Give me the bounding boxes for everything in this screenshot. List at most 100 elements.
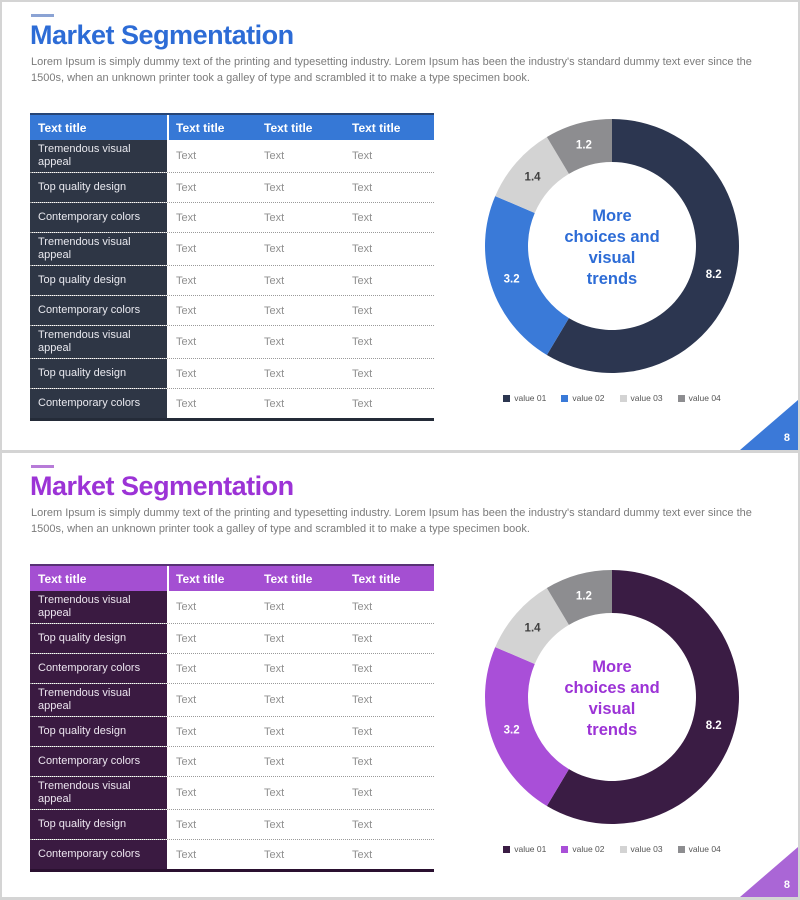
column-header: Text title xyxy=(30,115,169,140)
legend-item: value 02 xyxy=(561,844,605,854)
title-dash xyxy=(31,465,54,468)
column-header: Text title xyxy=(176,571,225,586)
donut-center-text-line: choices and xyxy=(564,679,659,697)
donut-chart-svg: 8.2 3.2 1.4 1.2 More choices and visual trends xyxy=(485,570,739,824)
legend-label: value 02 xyxy=(572,844,605,854)
donut-center-text-line: trends xyxy=(587,721,637,739)
table-row: Contemporary colors Text Text Text xyxy=(30,296,434,326)
column-header: Text title xyxy=(264,571,313,586)
legend-label: value 01 xyxy=(514,393,547,403)
slice-value-label: 3.2 xyxy=(504,274,520,286)
slice-value-label: 1.4 xyxy=(525,172,542,184)
legend-swatch xyxy=(503,845,511,853)
table-body: Tremendous visual appeal Text Text Text Top … xyxy=(30,591,434,872)
table-cell: Text xyxy=(264,694,285,706)
donut-chart: 8.2 3.2 1.4 1.2 More choices and visual trends … xyxy=(476,561,748,854)
table-cell: Text xyxy=(176,787,197,799)
table-cell: Text xyxy=(176,725,197,738)
table-row: Top quality design Text Text Text xyxy=(30,717,434,747)
donut-center-text-line: trends xyxy=(587,270,637,288)
table-cell: Text xyxy=(264,274,285,287)
row-label: Top quality design xyxy=(30,266,169,295)
table-cell: Text xyxy=(352,150,373,162)
table-row: Tremendous visual appeal Text Text Text xyxy=(30,326,434,359)
row-label: Contemporary colors xyxy=(30,654,169,683)
table-row: Top quality design Text Text Text xyxy=(30,359,434,389)
legend-item: value 01 xyxy=(503,844,546,854)
donut-center-text-line: More xyxy=(592,658,631,676)
table-cell: Text xyxy=(264,181,285,194)
data-table: Text title Text title Text title Text title… xyxy=(30,564,434,872)
row-label: Top quality design xyxy=(30,624,169,653)
donut-chart: 8.2 3.2 1.4 1.2 More choices and visual trends … xyxy=(476,110,748,403)
table-row: Tremendous visual appeal Text Text Text xyxy=(30,591,434,624)
table-body: Tremendous visual appeal Text Text Text Top … xyxy=(30,140,434,421)
table-row: Tremendous visual appeal Text Text Text xyxy=(30,233,434,266)
table-header-row: Text title Text title Text title Text title xyxy=(30,113,434,140)
legend-label: value 03 xyxy=(630,393,663,403)
table-row: Contemporary colors Text Text Text xyxy=(30,389,434,421)
donut-center-text-line: More xyxy=(592,207,631,225)
column-header: Text title xyxy=(30,566,169,591)
row-label: Tremendous visual appeal xyxy=(30,777,169,809)
slice-value-label: 1.2 xyxy=(576,139,592,151)
column-header: Text title xyxy=(352,120,401,135)
slide-title: Market Segmentation xyxy=(30,471,294,501)
table-cell: Text xyxy=(352,787,373,799)
table-row: Contemporary colors Text Text Text xyxy=(30,654,434,684)
table-cell: Text xyxy=(176,304,197,317)
row-label: Contemporary colors xyxy=(30,389,169,418)
slide[interactable]: Market Segmentation Lorem Ipsum is simpl… xyxy=(2,453,798,897)
legend-swatch xyxy=(677,845,685,853)
row-label: Top quality design xyxy=(30,173,169,202)
legend-item: value 02 xyxy=(561,393,605,403)
table-cell: Text xyxy=(352,755,373,768)
table-row: Tremendous visual appeal Text Text Text xyxy=(30,140,434,173)
table-cell: Text xyxy=(352,274,373,287)
table-cell: Text xyxy=(176,150,197,162)
slice-value-label: 8.2 xyxy=(706,720,722,732)
table-cell: Text xyxy=(176,601,197,613)
table-cell: Text xyxy=(352,211,373,224)
legend-label: value 02 xyxy=(572,393,605,403)
row-label: Tremendous visual appeal xyxy=(30,684,169,716)
page-corner-triangle: 8 xyxy=(740,847,798,897)
table-cell: Text xyxy=(264,818,285,831)
table-cell: Text xyxy=(264,755,285,768)
donut-slice xyxy=(485,196,569,356)
legend-item: value 04 xyxy=(677,393,721,403)
legend-swatch xyxy=(561,845,569,853)
row-label: Tremendous visual appeal xyxy=(30,140,169,172)
slice-value-label: 3.2 xyxy=(504,725,520,737)
table-cell: Text xyxy=(352,848,373,861)
table-cell: Text xyxy=(264,662,285,675)
table-row: Top quality design Text Text Text xyxy=(30,624,434,654)
table-cell: Text xyxy=(352,336,373,348)
legend-item: value 03 xyxy=(619,844,663,854)
slide-body-text: Lorem Ipsum is simply dummy text of the … xyxy=(31,507,752,535)
table-cell: Text xyxy=(352,397,373,410)
donut-slice xyxy=(495,136,569,213)
row-label: Contemporary colors xyxy=(30,296,169,325)
table-cell: Text xyxy=(264,787,285,799)
table-cell: Text xyxy=(176,397,197,410)
donut-slice xyxy=(485,647,569,807)
table-row: Contemporary colors Text Text Text xyxy=(30,840,434,872)
table-cell: Text xyxy=(176,211,197,224)
row-label: Contemporary colors xyxy=(30,203,169,232)
legend-swatch xyxy=(561,394,569,402)
column-header: Text title xyxy=(352,571,401,586)
table-cell: Text xyxy=(264,336,285,348)
table-cell: Text xyxy=(264,632,285,645)
table-cell: Text xyxy=(352,304,373,317)
slide[interactable]: Market Segmentation Lorem Ipsum is simpl… xyxy=(2,2,798,450)
page-number: 8 xyxy=(783,432,790,444)
legend-label: value 04 xyxy=(688,393,721,403)
table-cell: Text xyxy=(176,662,197,675)
table-cell: Text xyxy=(264,601,285,613)
table-cell: Text xyxy=(264,150,285,162)
table-cell: Text xyxy=(352,662,373,675)
table-cell: Text xyxy=(264,367,285,380)
donut-slice xyxy=(546,119,739,374)
table-cell: Text xyxy=(352,367,373,380)
